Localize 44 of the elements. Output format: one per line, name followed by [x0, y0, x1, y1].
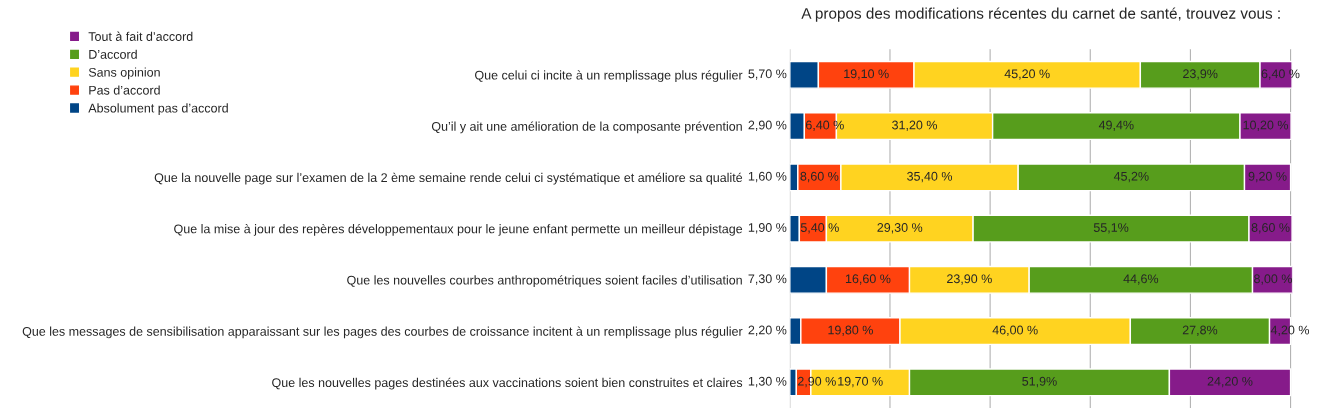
data-label: 16,60 % — [845, 274, 891, 285]
data-label: 7,30 % — [748, 274, 787, 285]
data-label: 9,20 % — [1248, 171, 1287, 183]
data-label: 5,70 % — [748, 69, 787, 80]
legend-label: Tout à fait d’accord — [88, 31, 193, 41]
data-label: 1,30 % — [748, 376, 787, 388]
data-label: 23,90 % — [947, 274, 992, 285]
legend-label: D’accord — [89, 49, 137, 59]
data-label: 2,20 % — [748, 325, 787, 336]
legend-label: Pas d’accord — [89, 85, 160, 95]
data-label: 24,20 % — [1207, 376, 1253, 388]
data-label: 51,9% — [1022, 376, 1057, 388]
data-label: 19,80 % — [828, 325, 873, 336]
data-label: 35,40 % — [907, 171, 953, 183]
legend-label: Sans opinion — [88, 67, 160, 80]
data-label: 29,30 % — [877, 223, 923, 234]
data-label: 31,20 % — [892, 120, 938, 131]
data-label: 45,2% — [1113, 171, 1149, 183]
data-label: 8,60 % — [1251, 223, 1290, 234]
data-label: 1,60 % — [748, 171, 787, 183]
data-label: 23,9% — [1183, 69, 1218, 80]
data-label: 19,70 % — [838, 376, 883, 388]
data-label: 46,00 % — [992, 325, 1038, 336]
data-label: 19,10 % — [844, 69, 889, 80]
data-label: 55,1% — [1093, 223, 1129, 234]
data-label: 27,8% — [1182, 325, 1218, 336]
data-label: 44,6% — [1123, 274, 1159, 285]
y-tick-label: Que la mise à jour des repères développementaux pour le jeune enfant permette un meilleur dépistage — [174, 223, 743, 236]
data-label: 5,40 % — [800, 223, 839, 234]
y-tick-label: Que les nouvelles courbes anthropométriques soient faciles d’utilisation — [347, 275, 742, 288]
data-label: 2,90 % — [748, 120, 787, 131]
y-tick-label: Que les messages de sensibilisation apparaissant sur les pages des courbes de croissance incitent à un remplissage plus régulier — [22, 326, 743, 339]
y-tick-label: Que celui ci incite à un remplissage plus régulier — [475, 70, 743, 83]
data-label: 8,00 % — [1254, 274, 1292, 285]
legend-label: Absolument pas d’accord — [88, 103, 228, 116]
data-label: 1,90 % — [748, 223, 787, 234]
y-tick-label: Que les nouvelles pages destinées aux vaccinations soient bien construites et claires — [272, 377, 743, 390]
data-label: 8,60 % — [800, 171, 839, 183]
y-tick-label: Qu’il y ait une amélioration de la composante prévention — [431, 121, 742, 134]
chart-title: A propos des modifications récentes du carnet de santé, trouvez vous : — [801, 7, 1280, 22]
data-label: 49,4% — [1098, 120, 1134, 131]
data-label: 45,20 % — [1004, 69, 1050, 80]
y-tick-label: Que la nouvelle page sur l’examen de la 2 ème semaine rende celui ci systématique et améliore sa qualité — [154, 172, 743, 185]
data-label: 10,20 % — [1243, 120, 1289, 131]
